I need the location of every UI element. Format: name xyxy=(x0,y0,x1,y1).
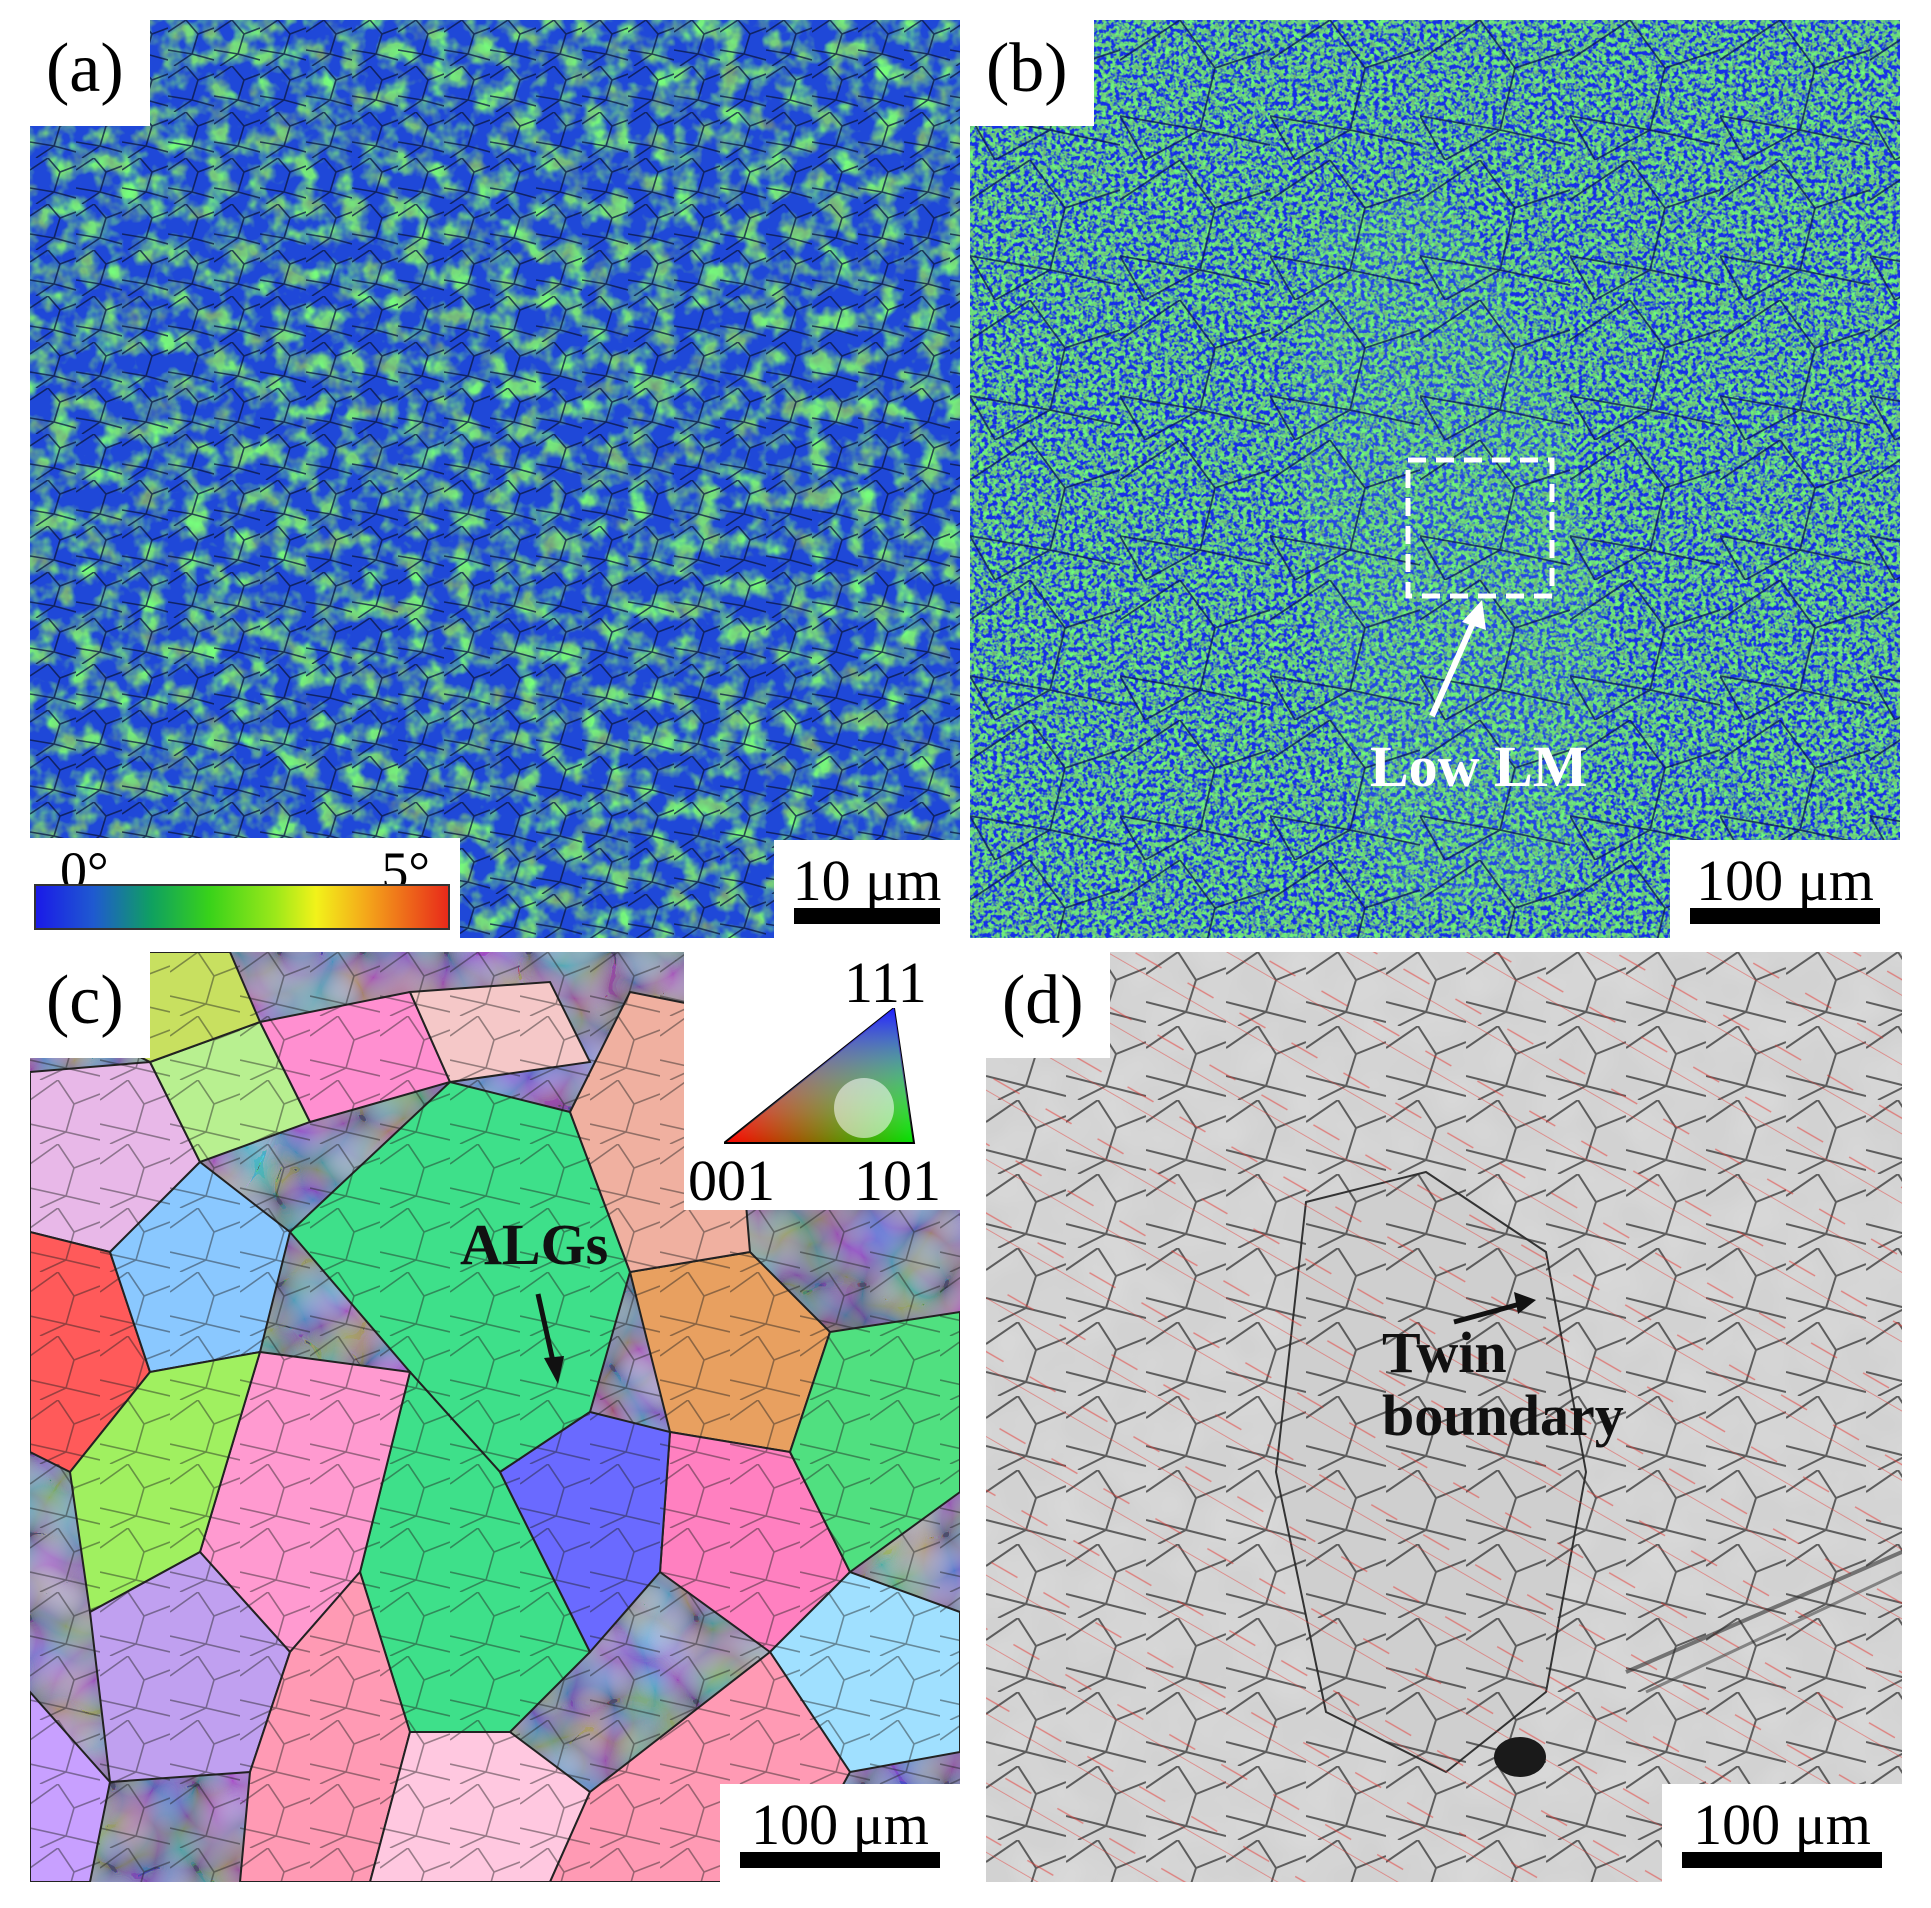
scale-bar-b: 100 μm xyxy=(1670,840,1900,938)
scale-bar-line-b xyxy=(1690,908,1880,924)
ipf-label-111: 111 xyxy=(844,952,927,1015)
scale-bar-d: 100 μm xyxy=(1662,1784,1902,1882)
kam-map-b xyxy=(970,20,1900,938)
ipf-triangle xyxy=(724,1008,916,1144)
ipf-label-101: 101 xyxy=(854,1148,941,1213)
scale-bar-line-c xyxy=(740,1852,940,1868)
twin-boundary-label: Twin boundary xyxy=(1382,1320,1624,1448)
kam-map-a xyxy=(30,20,960,938)
scale-bar-label-b: 100 μm xyxy=(1696,848,1874,913)
panel-b: (b) Low LM 100 μm xyxy=(970,20,1900,938)
algs-label: ALGs xyxy=(460,1212,609,1277)
scale-bar-c: 100 μm xyxy=(720,1784,960,1882)
panel-d: (d) Twin boundary 100 μm xyxy=(986,952,1902,1882)
low-lm-label: Low LM xyxy=(1370,734,1588,799)
ipf-label-001: 001 xyxy=(688,1148,775,1213)
panel-label-b: (b) xyxy=(970,20,1094,126)
scale-bar-line-a xyxy=(794,908,940,924)
panel-label-d: (d) xyxy=(986,952,1110,1058)
misorientation-colorbar: 0° 5° xyxy=(30,838,460,938)
scale-bar-line-d xyxy=(1682,1852,1882,1868)
panel-a: (a) 0° 5° 10 μm xyxy=(30,20,960,938)
twin-boundary-label-line2: boundary xyxy=(1382,1382,1624,1448)
scale-bar-label-a: 10 μm xyxy=(792,848,942,913)
panel-c: (c) 111 001 101 ALGs 100 μm xyxy=(30,952,960,1882)
twin-boundary-label-line1: Twin xyxy=(1382,1320,1507,1385)
scale-bar-label-c: 100 μm xyxy=(751,1792,929,1857)
panel-label-a: (a) xyxy=(30,20,150,126)
band-contrast-map-d xyxy=(986,952,1902,1882)
scale-bar-a: 10 μm xyxy=(774,840,960,938)
ipf-legend: 111 001 101 xyxy=(684,952,960,1210)
scale-bar-label-d: 100 μm xyxy=(1693,1792,1871,1857)
panel-label-c: (c) xyxy=(30,952,150,1058)
colorbar-gradient xyxy=(34,884,450,930)
